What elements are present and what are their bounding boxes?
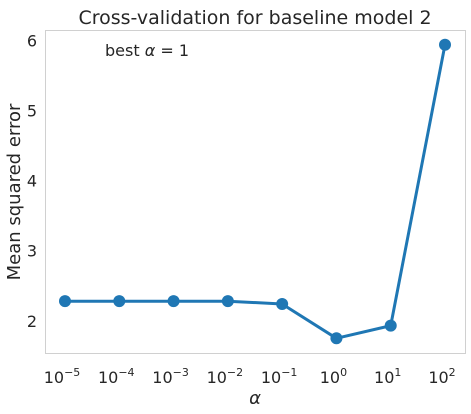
x-tick-exponent: 0	[340, 366, 347, 379]
x-tick-label: 100	[320, 366, 347, 387]
x-tick-base: 10	[374, 368, 394, 387]
annotation-suffix: = 1	[155, 41, 189, 60]
x-tick-exponent: −4	[118, 366, 134, 379]
x-tick-base: 10	[152, 368, 172, 387]
x-tick-exponent: −3	[173, 366, 189, 379]
data-point	[330, 332, 343, 345]
data-point	[276, 297, 289, 310]
x-tick-base: 10	[44, 368, 64, 387]
y-tick-label: 3	[27, 242, 37, 261]
x-tick-label: 102	[428, 366, 455, 387]
plot-area	[45, 30, 466, 354]
x-tick-label: 10−3	[152, 366, 189, 387]
data-point	[439, 38, 451, 51]
x-tick-labels: 10−5 10−4 10−3 10−2 10−1 100 101 102	[44, 366, 456, 387]
y-tick-label: 5	[27, 102, 37, 121]
data-point	[221, 295, 234, 308]
chart-title: Cross-validation for baseline model 2	[78, 7, 431, 29]
series-layer	[59, 38, 451, 345]
y-axis-label: Mean squared error	[4, 103, 25, 280]
data-point	[113, 295, 126, 308]
x-tick-base: 10	[261, 368, 281, 387]
x-tick-base: 10	[320, 368, 340, 387]
x-tick-label: 10−1	[261, 366, 298, 387]
x-tick-exponent: −1	[281, 366, 297, 379]
data-point	[384, 319, 397, 332]
y-tick-labels: 2 3 4 5 6	[27, 32, 37, 331]
x-tick-exponent: −5	[64, 366, 80, 379]
annotation: best α = 1	[105, 41, 189, 60]
x-tick-label: 101	[374, 366, 401, 387]
x-tick-base: 10	[207, 368, 227, 387]
x-tick-label: 10−5	[44, 366, 81, 387]
x-tick-base: 10	[98, 368, 118, 387]
annotation-symbol: α	[145, 41, 156, 60]
data-point	[59, 295, 71, 308]
x-tick-label: 10−2	[207, 366, 244, 387]
data-point	[167, 295, 180, 308]
y-tick-label: 4	[27, 172, 37, 191]
x-axis-label: α	[249, 388, 261, 409]
x-tick-exponent: 2	[449, 366, 456, 379]
x-tick-label: 10−4	[98, 366, 135, 387]
series-line	[65, 44, 447, 340]
y-tick-label: 6	[27, 32, 37, 51]
x-tick-exponent: −2	[227, 366, 243, 379]
x-tick-exponent: 1	[394, 366, 401, 379]
annotation-prefix: best	[105, 41, 145, 60]
y-tick-label: 2	[27, 312, 37, 331]
x-tick-base: 10	[428, 368, 448, 387]
